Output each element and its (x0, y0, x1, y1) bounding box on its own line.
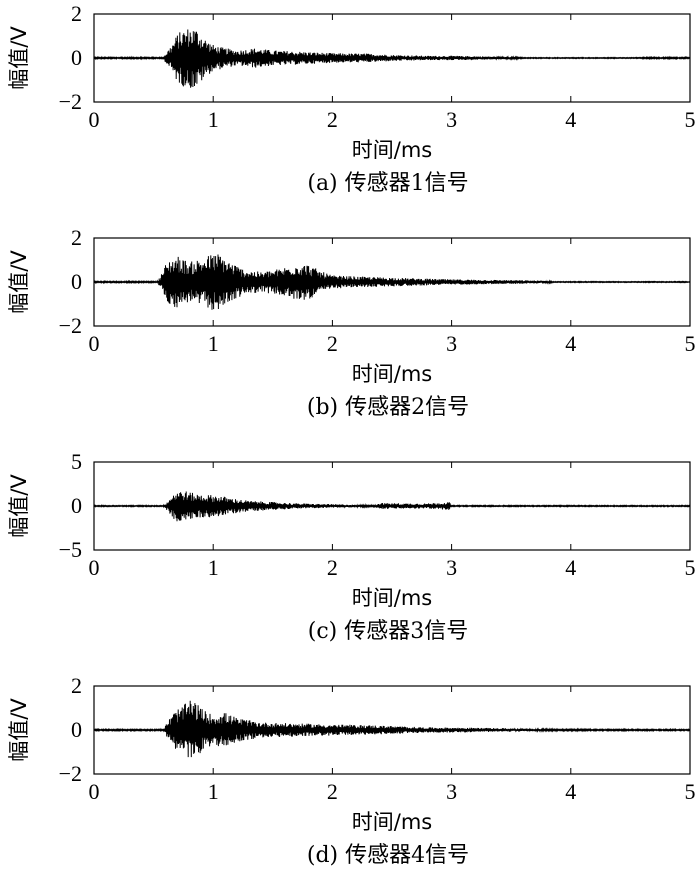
panel-caption: (d) 传感器4信号 (307, 843, 469, 868)
y-tick-label: −5 (59, 537, 82, 562)
x-tick-label: 0 (89, 331, 100, 356)
x-tick-label: 2 (327, 555, 338, 580)
x-tick-label: 3 (446, 331, 457, 356)
x-tick-label: 3 (446, 779, 457, 804)
y-tick-label: 2 (71, 225, 82, 250)
x-tick-label: 4 (565, 555, 576, 580)
x-tick-label: 1 (208, 779, 219, 804)
y-tick-label: 0 (71, 717, 82, 742)
x-tick-label: 0 (89, 779, 100, 804)
signal-trace (93, 491, 691, 522)
y-tick-label: −2 (59, 761, 82, 786)
x-tick-label: 3 (446, 107, 457, 132)
x-tick-label: 2 (327, 331, 338, 356)
x-tick-label: 2 (327, 107, 338, 132)
y-tick-label: 0 (71, 45, 82, 70)
y-axis-label: 幅值/V (7, 250, 31, 314)
y-axis-label: 幅值/V (7, 698, 31, 762)
y-tick-label: 2 (71, 1, 82, 26)
y-tick-label: 5 (71, 449, 82, 474)
x-tick-label: 5 (685, 555, 696, 580)
panel-caption: (a) 传感器1信号 (307, 171, 468, 196)
x-tick-label: 0 (89, 555, 100, 580)
y-axis-label: 幅值/V (7, 474, 31, 538)
x-tick-label: 4 (565, 331, 576, 356)
y-axis-label: 幅值/V (7, 26, 31, 90)
x-tick-label: 5 (685, 107, 696, 132)
y-tick-label: −2 (59, 313, 82, 338)
x-tick-label: 1 (208, 555, 219, 580)
panel-caption: (b) 传感器2信号 (307, 395, 469, 420)
x-axis-label: 时间/ms (352, 138, 432, 162)
y-tick-label: 0 (71, 269, 82, 294)
x-axis-label: 时间/ms (352, 586, 432, 610)
signal-trace (93, 29, 691, 88)
panel-c: 0 1 2 3 4 5 5 0 −5 幅值/V 时间/ms (c) 传感器3信号 (7, 449, 696, 644)
x-tick-label: 0 (89, 107, 100, 132)
x-tick-label: 4 (565, 107, 576, 132)
panel-a: 0 1 2 3 4 5 2 0 −2 幅值/V 时间/ms (a) 传感器1信号 (7, 1, 696, 196)
x-axis-label: 时间/ms (352, 362, 432, 386)
x-tick-label: 4 (565, 779, 576, 804)
x-tick-label: 5 (685, 779, 696, 804)
signal-trace (93, 254, 691, 310)
panel-d: 0 1 2 3 4 5 2 0 −2 幅值/V 时间/ms (d) 传感器4信号 (7, 673, 696, 868)
signal-trace (93, 700, 691, 758)
panel-caption: (c) 传感器3信号 (308, 619, 468, 644)
y-tick-label: −2 (59, 89, 82, 114)
y-tick-label: 0 (71, 493, 82, 518)
x-tick-label: 1 (208, 107, 219, 132)
x-tick-label: 1 (208, 331, 219, 356)
x-axis-label: 时间/ms (352, 810, 432, 834)
y-tick-label: 2 (71, 673, 82, 698)
x-tick-label: 2 (327, 779, 338, 804)
x-tick-label: 5 (685, 331, 696, 356)
panel-b: 0 1 2 3 4 5 2 0 −2 幅值/V 时间/ms (b) 传感器2信号 (7, 225, 696, 420)
x-tick-label: 3 (446, 555, 457, 580)
